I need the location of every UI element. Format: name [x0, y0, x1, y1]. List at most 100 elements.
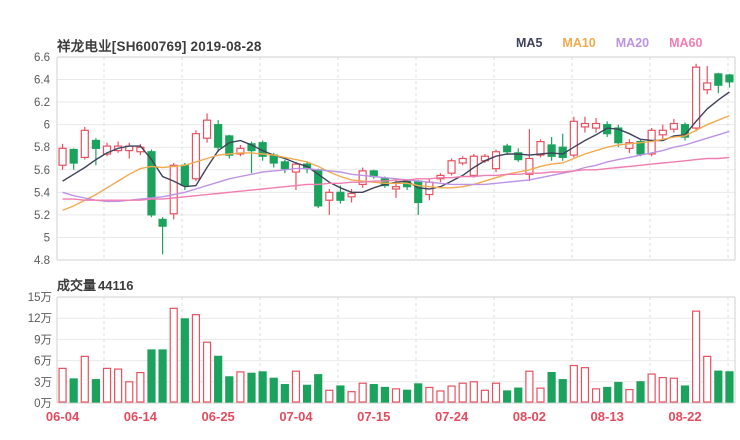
volume-bar[interactable] — [569, 364, 578, 403]
volume-bar[interactable] — [280, 384, 289, 403]
volume-bar[interactable] — [225, 376, 234, 403]
volume-bar[interactable] — [91, 379, 101, 403]
volume-bar[interactable] — [458, 382, 467, 403]
volume-bar[interactable] — [158, 349, 167, 403]
candle[interactable] — [547, 137, 556, 161]
volume-bar[interactable] — [80, 355, 89, 403]
candle[interactable] — [236, 144, 245, 157]
candle[interactable] — [58, 143, 67, 170]
candle[interactable] — [625, 139, 634, 153]
candle[interactable] — [325, 188, 334, 215]
volume-bar[interactable] — [202, 341, 212, 403]
volume-bar[interactable] — [147, 349, 156, 403]
legend-ma10[interactable]: MA10 — [562, 36, 596, 50]
volume-bar[interactable] — [591, 388, 601, 403]
candle[interactable] — [569, 116, 578, 158]
candle[interactable] — [580, 116, 590, 133]
candle[interactable] — [591, 117, 601, 133]
candle[interactable] — [125, 142, 134, 159]
candle[interactable] — [91, 138, 101, 166]
candle[interactable] — [491, 149, 501, 173]
volume-bar[interactable] — [447, 385, 456, 403]
volume-bar[interactable] — [347, 391, 356, 403]
candle[interactable] — [202, 113, 212, 143]
volume-bar[interactable] — [403, 389, 412, 403]
candle[interactable] — [603, 121, 612, 138]
volume-bar[interactable] — [669, 377, 678, 403]
candle[interactable] — [458, 156, 467, 166]
candle[interactable] — [447, 158, 456, 176]
volume-bar[interactable] — [436, 390, 445, 403]
volume-bar[interactable] — [414, 383, 423, 403]
volume-bar[interactable] — [214, 355, 223, 403]
candle[interactable] — [558, 133, 567, 161]
volume-bar[interactable] — [691, 310, 701, 403]
volume-bar[interactable] — [169, 307, 178, 403]
volume-bar[interactable] — [425, 386, 434, 403]
candle[interactable] — [80, 126, 89, 160]
volume-bar[interactable] — [314, 374, 323, 403]
candle[interactable] — [714, 72, 723, 94]
volume-bar[interactable] — [558, 379, 567, 403]
candle[interactable] — [347, 188, 356, 203]
candle[interactable] — [69, 148, 78, 170]
volume-bar[interactable] — [625, 388, 634, 403]
volume-bar[interactable] — [125, 381, 134, 403]
volume-bar[interactable] — [102, 367, 112, 403]
candle[interactable] — [658, 124, 667, 140]
volume-bar[interactable] — [603, 386, 612, 403]
volume-bar[interactable] — [191, 314, 201, 403]
candle[interactable] — [503, 143, 512, 156]
volume-bar[interactable] — [514, 387, 523, 403]
volume-bar[interactable] — [647, 373, 656, 403]
volume-bar[interactable] — [336, 385, 345, 403]
candle[interactable] — [191, 130, 201, 182]
volume-bar[interactable] — [580, 367, 590, 403]
candle[interactable] — [158, 217, 167, 255]
legend-ma20[interactable]: MA20 — [615, 36, 650, 50]
candle[interactable] — [380, 176, 389, 188]
candle[interactable] — [102, 142, 112, 157]
candle[interactable] — [614, 124, 623, 148]
volume-bar[interactable] — [69, 378, 78, 403]
volume-bar[interactable] — [547, 372, 556, 403]
volume-bar[interactable] — [269, 377, 278, 403]
candle[interactable] — [169, 163, 178, 220]
candle[interactable] — [691, 63, 701, 132]
volume-bar[interactable] — [136, 372, 145, 403]
volume-bar[interactable] — [380, 386, 389, 403]
volume-bar[interactable] — [491, 382, 501, 403]
volume-bar[interactable] — [236, 371, 245, 403]
candle[interactable] — [336, 185, 345, 204]
volume-bar[interactable] — [291, 370, 301, 403]
volume-bar[interactable] — [469, 381, 478, 403]
volume-bar[interactable] — [369, 384, 378, 403]
volume-bar[interactable] — [302, 384, 312, 403]
candle[interactable] — [725, 73, 734, 88]
legend-ma5[interactable]: MA5 — [516, 36, 543, 50]
volume-bar[interactable] — [658, 376, 667, 403]
volume-bar[interactable] — [614, 381, 623, 403]
volume-bar[interactable] — [703, 355, 712, 403]
volume-bar[interactable] — [258, 371, 267, 403]
volume-bar[interactable] — [680, 385, 690, 403]
candle[interactable] — [514, 148, 523, 162]
volume-bar[interactable] — [58, 367, 67, 403]
volume-bar[interactable] — [525, 370, 534, 403]
candle[interactable] — [703, 66, 712, 95]
legend-ma60[interactable]: MA60 — [669, 36, 703, 50]
volume-bar[interactable] — [714, 370, 723, 403]
volume-bar[interactable] — [725, 371, 734, 403]
volume-bar[interactable] — [503, 390, 512, 403]
volume-bar[interactable] — [536, 387, 545, 403]
candle[interactable] — [214, 120, 223, 152]
volume-bar[interactable] — [247, 372, 256, 403]
candle[interactable] — [358, 167, 367, 188]
volume-bar[interactable] — [391, 388, 401, 403]
volume-bar[interactable] — [325, 389, 334, 403]
candle[interactable] — [669, 119, 678, 133]
candle[interactable] — [280, 159, 289, 174]
volume-bar[interactable] — [480, 389, 490, 403]
volume-bar[interactable] — [636, 381, 645, 403]
volume-bar[interactable] — [358, 382, 367, 403]
